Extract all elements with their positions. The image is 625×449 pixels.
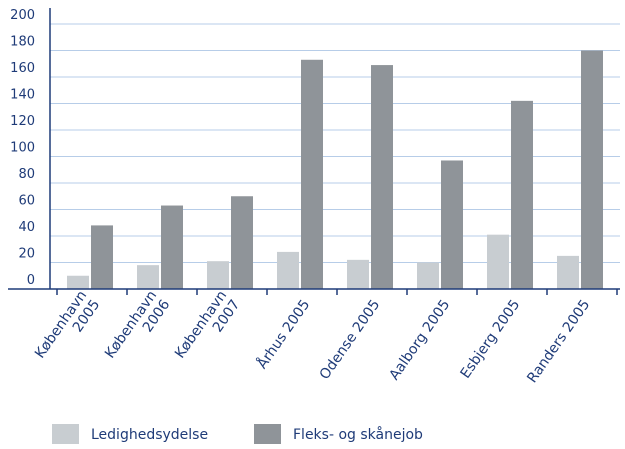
y-tick-label: 0 [27,273,35,288]
bar-fleks-og-skanejob-4 [371,65,393,289]
bar-ledighedsydelse-0 [67,275,89,289]
y-tick-label: 180 [10,35,35,50]
y-tick-label: 140 [10,88,35,103]
legend-swatch-0 [52,424,79,444]
y-tick-label: 20 [18,247,35,262]
grid-lines [50,23,620,263]
y-tick-label: 40 [18,220,35,235]
bar-fleks-og-skanejob-2 [231,196,253,289]
bar-ledighedsydelse-2 [207,261,229,289]
x-category-label-line: Odense 2005 [317,297,384,383]
bar-fleks-og-skanejob-5 [441,160,463,289]
bar-ledighedsydelse-7 [557,255,579,289]
bars [67,50,603,290]
x-category-label-6: Esbjerg 2005 [457,297,523,382]
bar-fleks-og-skanejob-0 [91,225,113,289]
legend-swatch-1 [254,424,281,444]
legend: Ledighedsydelse Fleks- og skånejob [52,424,423,444]
x-category-label-4: Odense 2005 [317,297,384,383]
y-tick-label: 60 [18,194,35,209]
y-tick-label: 120 [10,114,35,129]
x-category-label-line: Århus 2005 [253,296,313,371]
x-category-label-3: Århus 2005 [253,296,313,371]
bar-fleks-og-skanejob-1 [161,205,183,289]
y-tick-label: 80 [18,167,35,182]
y-tick-label: 200 [10,8,35,23]
axes [8,8,620,295]
bar-ledighedsydelse-1 [137,265,159,289]
bar-fleks-og-skanejob-6 [511,100,533,289]
y-tick-label: 100 [10,141,35,156]
legend-label-1: Fleks- og skånejob [293,426,423,443]
bar-fleks-og-skanejob-3 [301,59,323,290]
x-category-label-5: Aalborg 2005 [386,297,453,383]
x-category-label-line: Randers 2005 [524,297,593,386]
x-category-label-line: Aalborg 2005 [386,297,453,383]
bar-ledighedsydelse-3 [277,251,299,289]
bar-ledighedsydelse-6 [487,234,509,289]
y-tick-label: 160 [10,61,35,76]
x-category-label-line: Esbjerg 2005 [457,297,523,382]
bar-ledighedsydelse-4 [347,259,369,289]
legend-label-0: Ledighedsydelse [91,427,208,443]
x-category-label-7: Randers 2005 [524,297,593,386]
bar-fleks-og-skanejob-7 [581,50,603,289]
bar-ledighedsydelse-5 [417,262,439,289]
